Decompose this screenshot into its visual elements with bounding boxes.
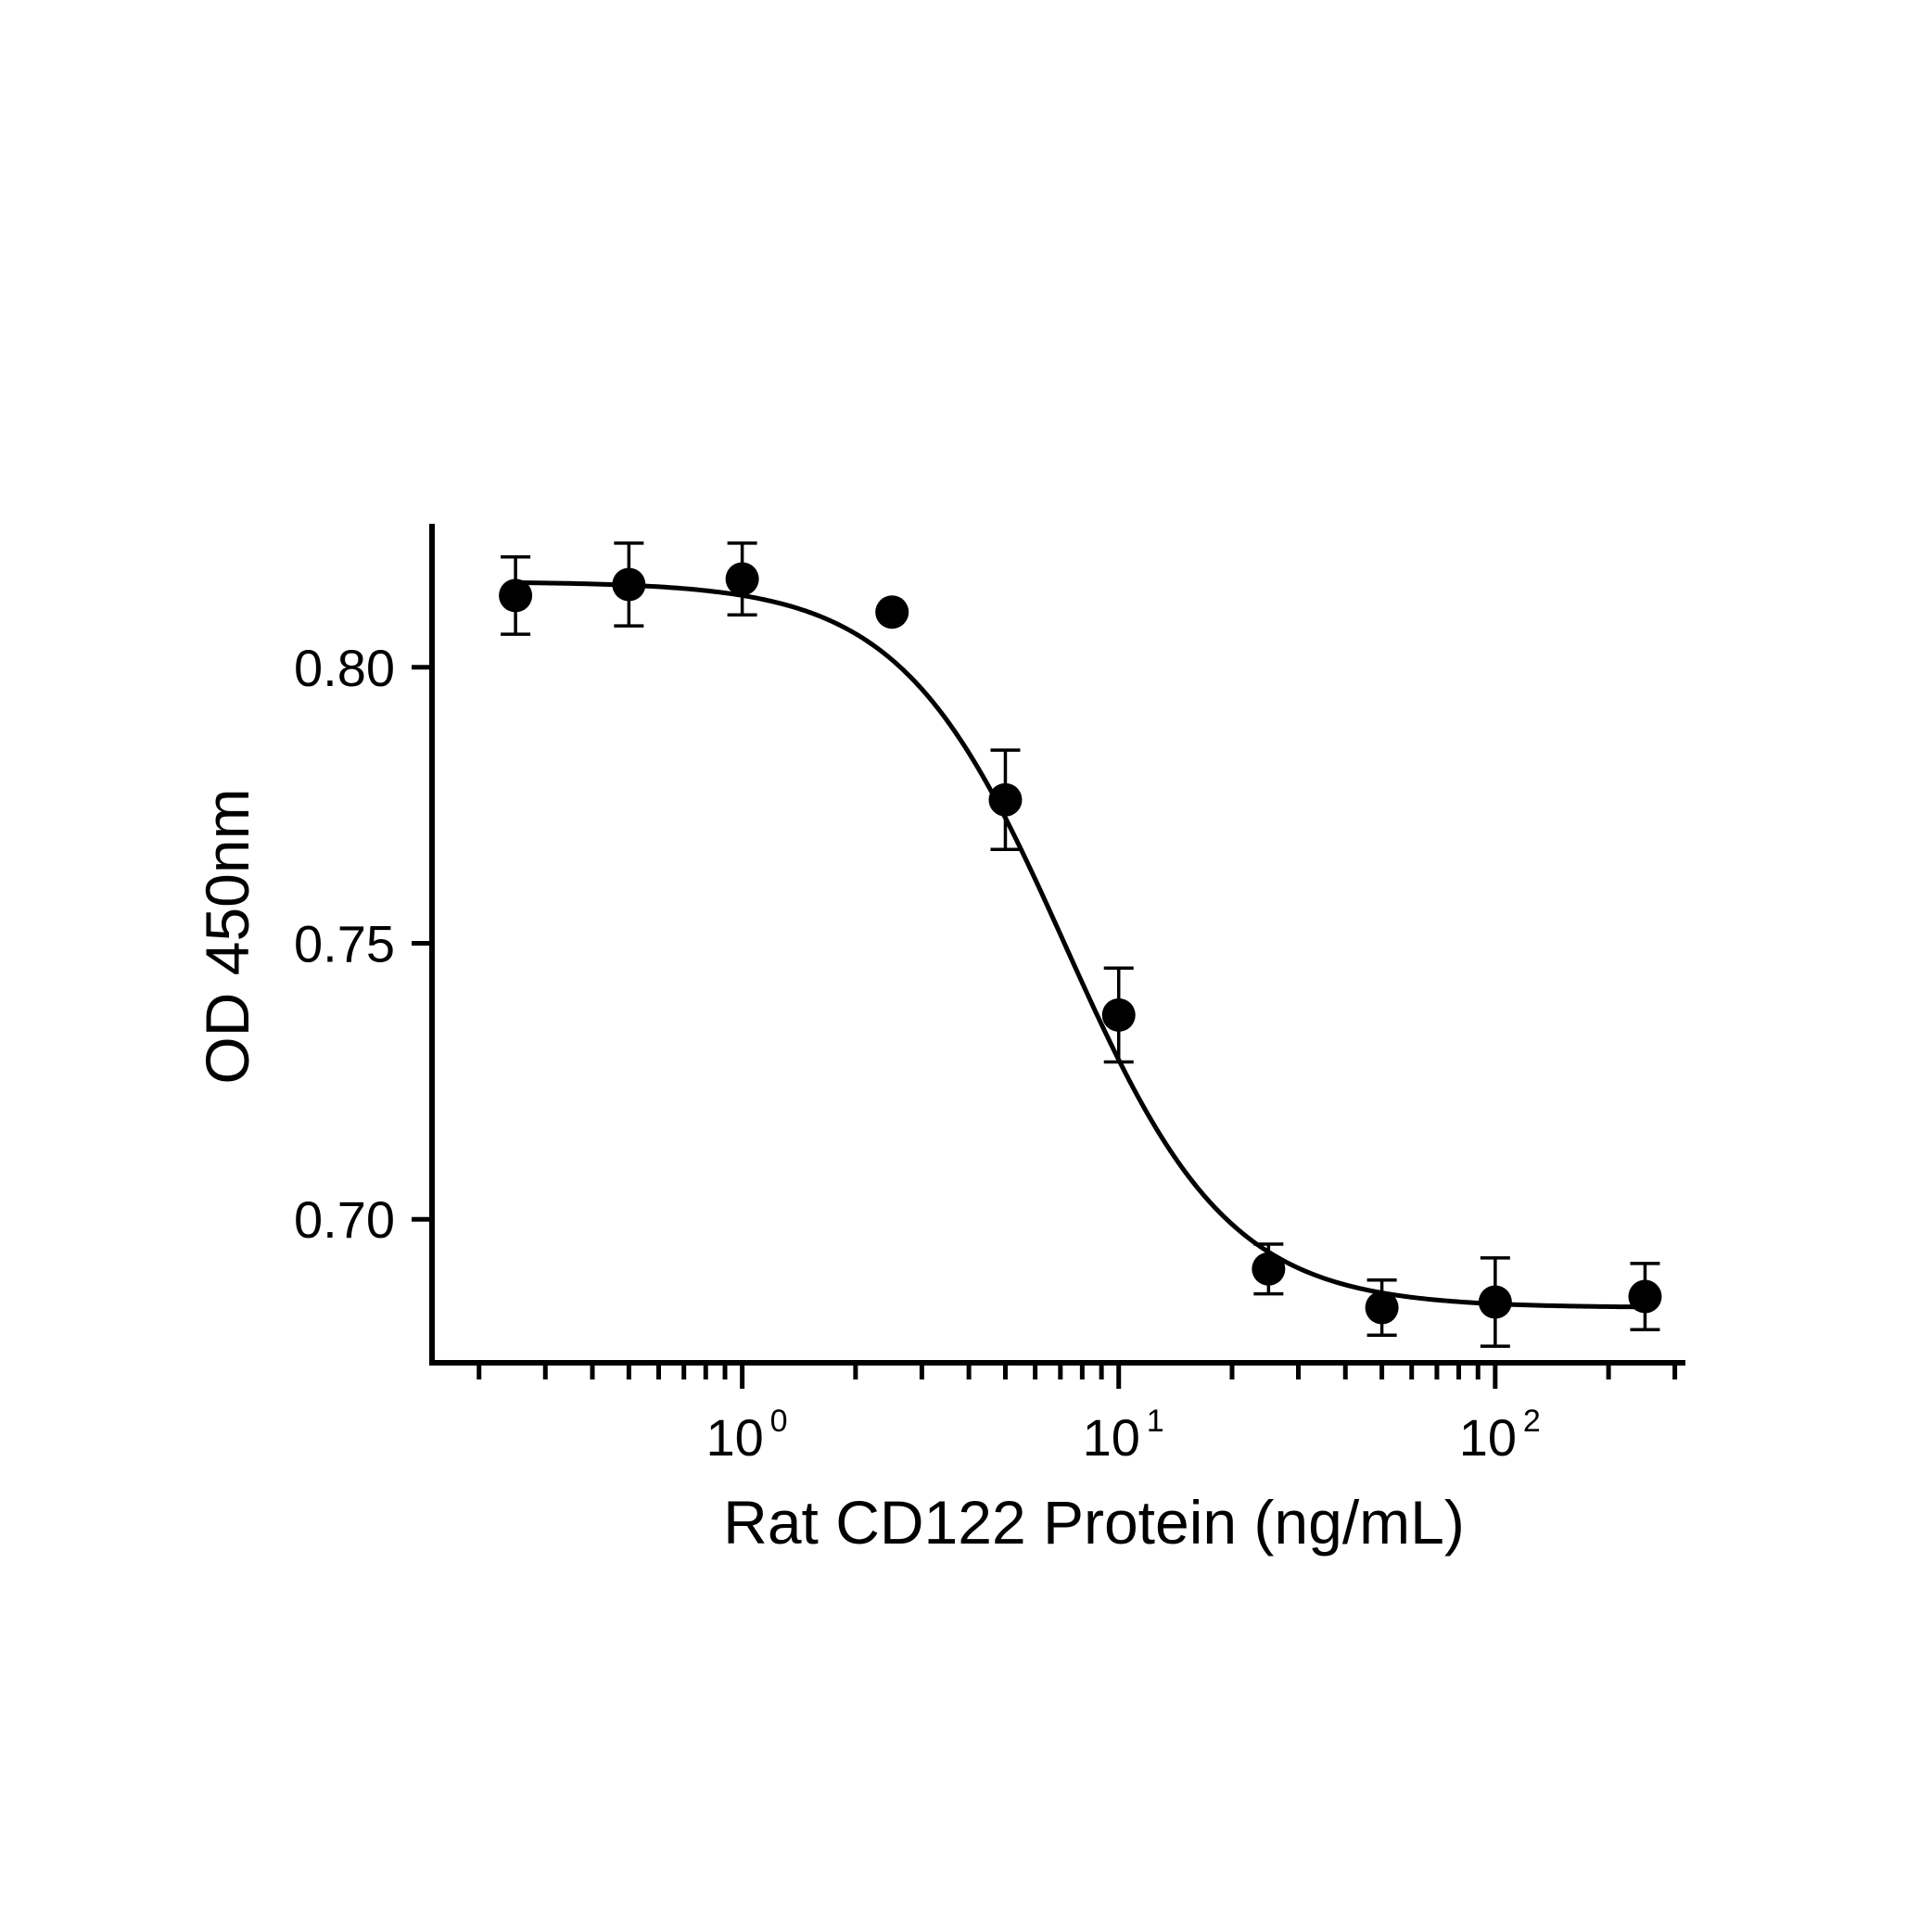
data-point: [725, 562, 759, 596]
x-tick-label: 10: [1083, 1408, 1140, 1467]
fit-curve-layer: [515, 579, 1646, 1310]
labels-layer: Rat CD122 Protein (ng/mL) OD 450nm 0.70 0…: [193, 639, 1541, 1557]
data-point: [1252, 1252, 1286, 1286]
fit-curve: [515, 579, 1646, 1310]
data-point: [499, 578, 533, 613]
x-tick-label: 10: [1459, 1408, 1517, 1467]
y-axis-title: OD 450nm: [193, 788, 261, 1084]
error-bars-layer: [501, 541, 1660, 1348]
y-tick-label: 0.80: [294, 639, 395, 697]
data-point: [1628, 1279, 1662, 1314]
x-tick-label-exponent: 0: [770, 1404, 788, 1439]
data-point: [1101, 998, 1136, 1032]
data-point: [1478, 1285, 1512, 1319]
data-point: [1365, 1290, 1399, 1325]
x-tick-label: 10: [705, 1408, 763, 1467]
y-tick-label: 0.70: [294, 1190, 395, 1249]
data-point: [875, 595, 909, 629]
x-tick-label-exponent: 1: [1147, 1404, 1164, 1439]
data-points-layer: [499, 562, 1662, 1325]
x-axis-title: Rat CD122 Protein (ng/mL): [723, 1488, 1465, 1557]
x-tick-label-exponent: 2: [1523, 1404, 1541, 1439]
data-point: [612, 567, 646, 602]
axes-layer: [412, 524, 1685, 1389]
y-tick-label: 0.75: [294, 915, 395, 973]
data-point: [988, 782, 1023, 817]
